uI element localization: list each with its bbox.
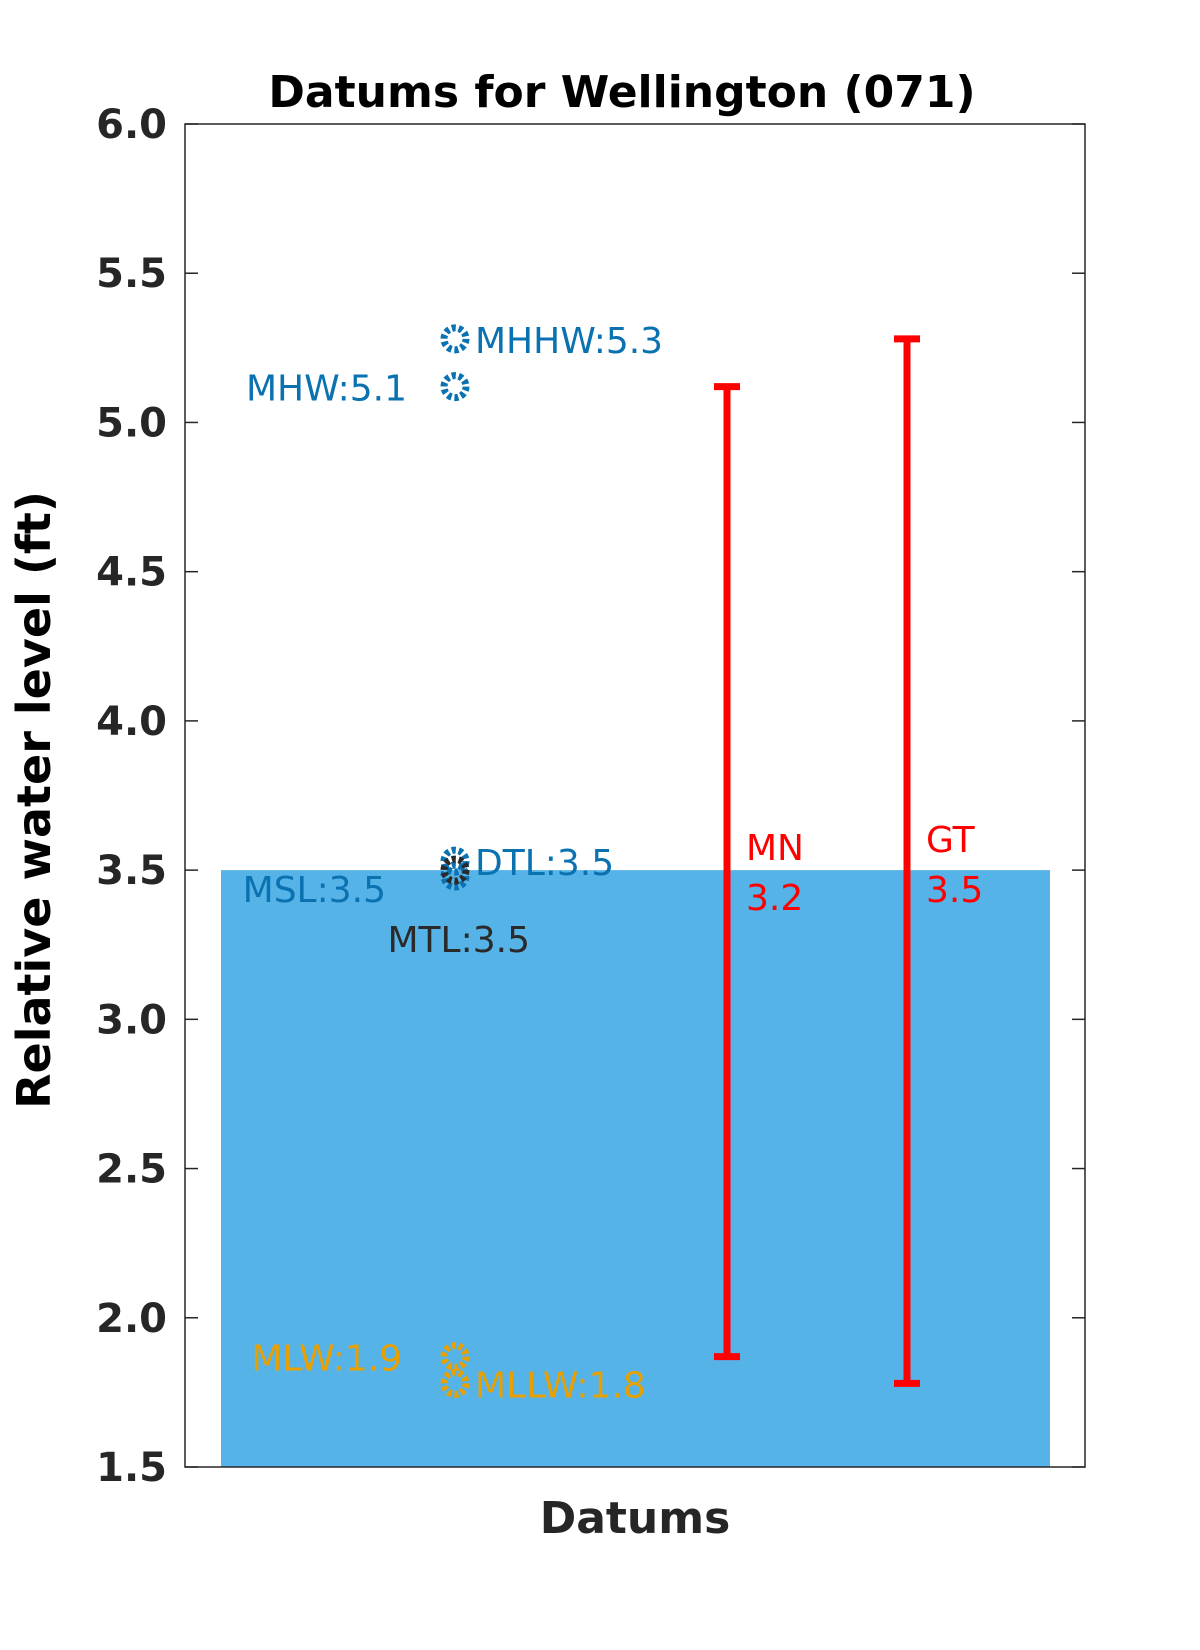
y-tick-label: 3.0 [96, 997, 167, 1043]
y-tick-label: 2.5 [96, 1147, 167, 1193]
datum-label-mllw: MLLW:1.8 [475, 1365, 646, 1406]
y-axis-label: Relative water level (ft) [7, 491, 61, 1109]
datum-point-mhw [440, 372, 470, 402]
range-name-gt: GT [926, 820, 976, 861]
y-tick-label: 4.5 [96, 550, 167, 596]
range-value-mn: 3.2 [746, 878, 803, 919]
datum-point-mhhw [440, 324, 470, 354]
datum-point-mtl [440, 855, 470, 885]
datum-point-mlw [440, 1342, 470, 1372]
y-tick-label: 3.5 [96, 848, 167, 894]
datum-label-mlw: MLW:1.9 [251, 1339, 402, 1380]
datum-label-mhw: MHW:5.1 [246, 369, 407, 410]
axes-frame [184, 123, 1086, 1468]
chart-title: Datums for Wellington (071) [268, 67, 975, 118]
y-tick-label: 5.0 [96, 400, 167, 446]
x-axis-label: Datums [540, 1493, 731, 1544]
range-name-mn: MN [746, 828, 804, 869]
datum-label-mtl: MTL:3.5 [388, 920, 531, 961]
plot-area: 1.5 2.0 2.5 3.0 3.5 4.0 4.5 5.0 5.5 6.0 MHHW:5.3 MH… [96, 102, 1086, 1491]
water-level-fill [221, 870, 1050, 1467]
datum-point-dtl [440, 846, 470, 876]
datum-label-mhhw: MHHW:5.3 [475, 321, 663, 362]
y-tick-label: 1.5 [96, 1445, 167, 1491]
datum-point-msl [440, 861, 470, 891]
y-tick-label: 5.5 [96, 251, 167, 297]
y-tick-label: 2.0 [96, 1296, 167, 1342]
y-tick-label: 6.0 [96, 102, 167, 148]
range-value-gt: 3.5 [926, 870, 983, 911]
datum-point-mllw [440, 1368, 470, 1398]
datum-label-msl: MSL:3.5 [243, 870, 386, 911]
y-tick-label: 4.0 [96, 699, 167, 745]
datum-label-dtl: DTL:3.5 [475, 843, 614, 884]
